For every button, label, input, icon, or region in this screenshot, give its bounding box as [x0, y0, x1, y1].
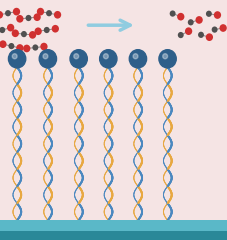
Circle shape [219, 24, 226, 32]
Circle shape [33, 13, 41, 21]
Circle shape [158, 50, 175, 68]
Circle shape [21, 31, 27, 37]
Circle shape [205, 11, 211, 17]
Circle shape [52, 25, 59, 33]
Circle shape [32, 44, 38, 51]
Circle shape [195, 16, 202, 24]
Circle shape [177, 32, 183, 38]
Circle shape [187, 19, 193, 25]
Circle shape [176, 13, 184, 20]
Bar [0, 220, 227, 231]
Circle shape [205, 33, 212, 41]
Circle shape [0, 11, 3, 19]
Circle shape [162, 54, 167, 59]
Circle shape [5, 10, 11, 16]
Circle shape [13, 8, 20, 15]
Circle shape [39, 50, 56, 68]
Circle shape [16, 44, 23, 52]
Circle shape [12, 30, 19, 37]
Circle shape [70, 50, 87, 68]
Circle shape [7, 24, 14, 31]
Circle shape [8, 43, 14, 49]
Circle shape [129, 50, 146, 68]
Circle shape [29, 31, 36, 39]
Circle shape [0, 27, 5, 33]
Circle shape [40, 43, 47, 50]
Circle shape [0, 40, 7, 48]
Circle shape [99, 50, 116, 68]
Circle shape [12, 54, 17, 59]
Circle shape [213, 11, 220, 19]
Circle shape [37, 8, 44, 15]
Circle shape [184, 27, 191, 35]
Circle shape [8, 50, 26, 68]
Circle shape [103, 54, 108, 59]
Circle shape [34, 27, 42, 35]
Circle shape [169, 11, 175, 17]
Circle shape [46, 10, 52, 16]
Circle shape [211, 26, 217, 33]
Circle shape [23, 45, 30, 52]
Circle shape [197, 32, 203, 38]
Bar [0, 231, 227, 240]
Circle shape [44, 27, 49, 33]
Circle shape [16, 15, 23, 23]
Circle shape [133, 54, 137, 59]
Circle shape [25, 15, 31, 21]
Circle shape [74, 54, 78, 59]
Circle shape [43, 54, 48, 59]
Circle shape [54, 11, 61, 19]
